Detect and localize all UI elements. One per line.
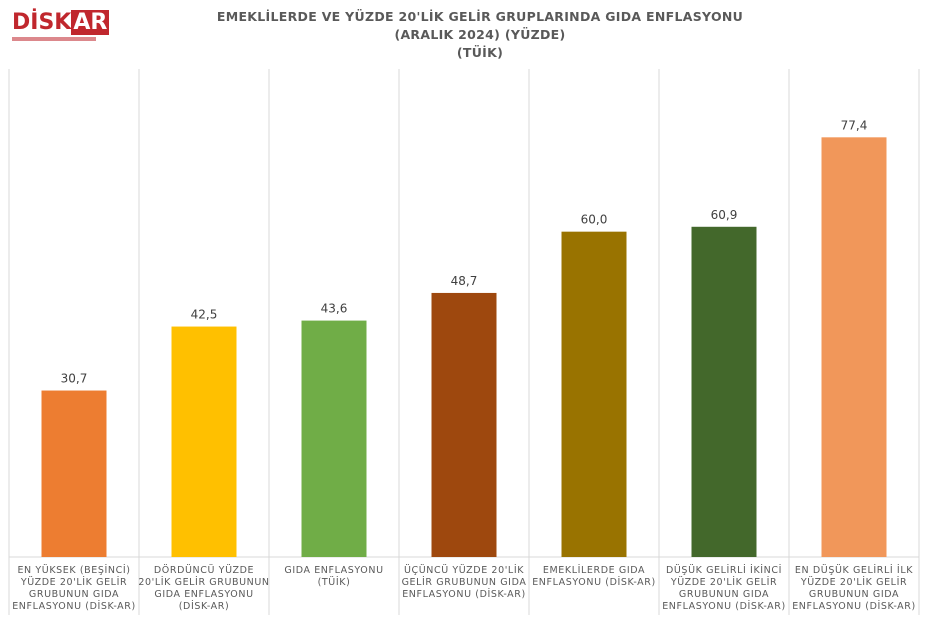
bar [301,320,367,557]
bar [691,226,757,557]
logo-wordmark: DİSKAR [12,10,110,36]
chart-title-line-2: (ARALIK 2024) (YÜZDE) [394,27,566,42]
bar [171,326,237,557]
bar [41,390,107,557]
category-label: GIDA ENFLASYONU (TÜİK) [284,565,383,588]
logo-tagline-bar [12,37,96,41]
bar [561,231,627,557]
data-label: 60,9 [711,208,738,222]
data-label: 77,4 [841,118,868,132]
category-label: DÖRDÜNCÜ YÜZDE 20'LİK GELİR GRUBUNUN GIDA … [138,565,269,612]
chart-title-line-3: (TÜİK) [456,45,504,60]
category-label: DÜŞÜK GELİRLİ İKİNCİ YÜZDE 20'LİK GELİR GR… [662,565,786,612]
bar [821,137,887,557]
data-label: 48,7 [451,274,478,288]
category-label: EN YÜKSEK (BEŞİNCİ) YÜZDE 20'LİK GELİR GRU… [12,565,136,612]
bar [431,292,497,557]
category-label: EMEKLİLERDE GIDA ENFLASYONU (DİSK-AR) [532,565,656,588]
chart-title: EMEKLİLERDE VE YÜZDE 20'LİK GELİR GRUPLA… [130,8,830,62]
logo-text-right: AR [71,10,110,35]
chart-title-line-1: EMEKLİLERDE VE YÜZDE 20'LİK GELİR GRUPLA… [216,9,744,24]
data-label: 43,6 [321,302,348,316]
data-label: 30,7 [61,372,88,386]
data-label: 42,5 [191,308,218,322]
category-label: EN DÜŞÜK GELİRLİ İLK YÜZDE 20'LİK GELİR GR… [792,565,916,612]
data-label: 60,0 [581,213,608,227]
diskar-logo: DİSKAR [12,10,110,44]
category-label: ÜÇÜNCÜ YÜZDE 20'LİK GELİR GRUBUNUN GIDA EN… [402,565,527,600]
logo-text-left: DİSK [12,10,72,35]
